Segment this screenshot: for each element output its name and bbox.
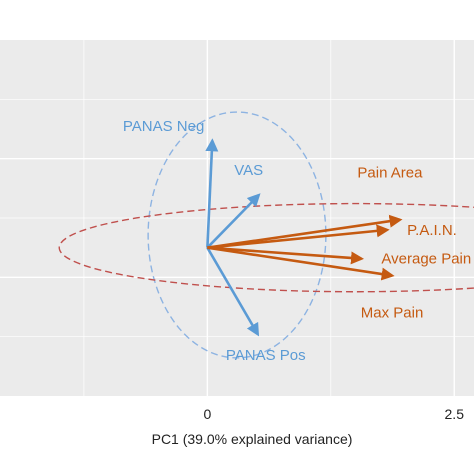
label-max-pain: Max Pain bbox=[361, 305, 424, 322]
vector-max-pain bbox=[207, 246, 395, 281]
vector-average-pain bbox=[207, 246, 365, 265]
vector-label-group: PANAS Neg VAS PANAS Pos Pain Area P.A.I.N. Av… bbox=[123, 118, 471, 364]
label-p-a-i-n: P.A.I.N. bbox=[407, 222, 457, 239]
label-panas-neg: PANAS Neg bbox=[123, 118, 204, 135]
vector-vas bbox=[206, 193, 261, 249]
pain-group-ellipse bbox=[58, 202, 474, 293]
vector-panas-pos bbox=[206, 247, 260, 337]
vector-group bbox=[205, 138, 403, 337]
vector-panas-neg bbox=[205, 138, 219, 248]
x-axis-title: PC1 (39.0% explained variance) bbox=[152, 431, 353, 447]
x-tick-label: 2.5 bbox=[445, 406, 465, 422]
label-average-pain: Average Pain bbox=[381, 251, 471, 268]
label-vas: VAS bbox=[234, 162, 263, 179]
label-pain-area: Pain Area bbox=[357, 165, 423, 182]
vector-p-a-i-n bbox=[207, 224, 390, 249]
label-panas-pos: PANAS Pos bbox=[226, 347, 306, 364]
x-tick-label: 0 bbox=[203, 406, 211, 422]
x-tick-labels: 0 2.5 bbox=[203, 406, 464, 422]
vector-pain-area bbox=[207, 214, 403, 249]
